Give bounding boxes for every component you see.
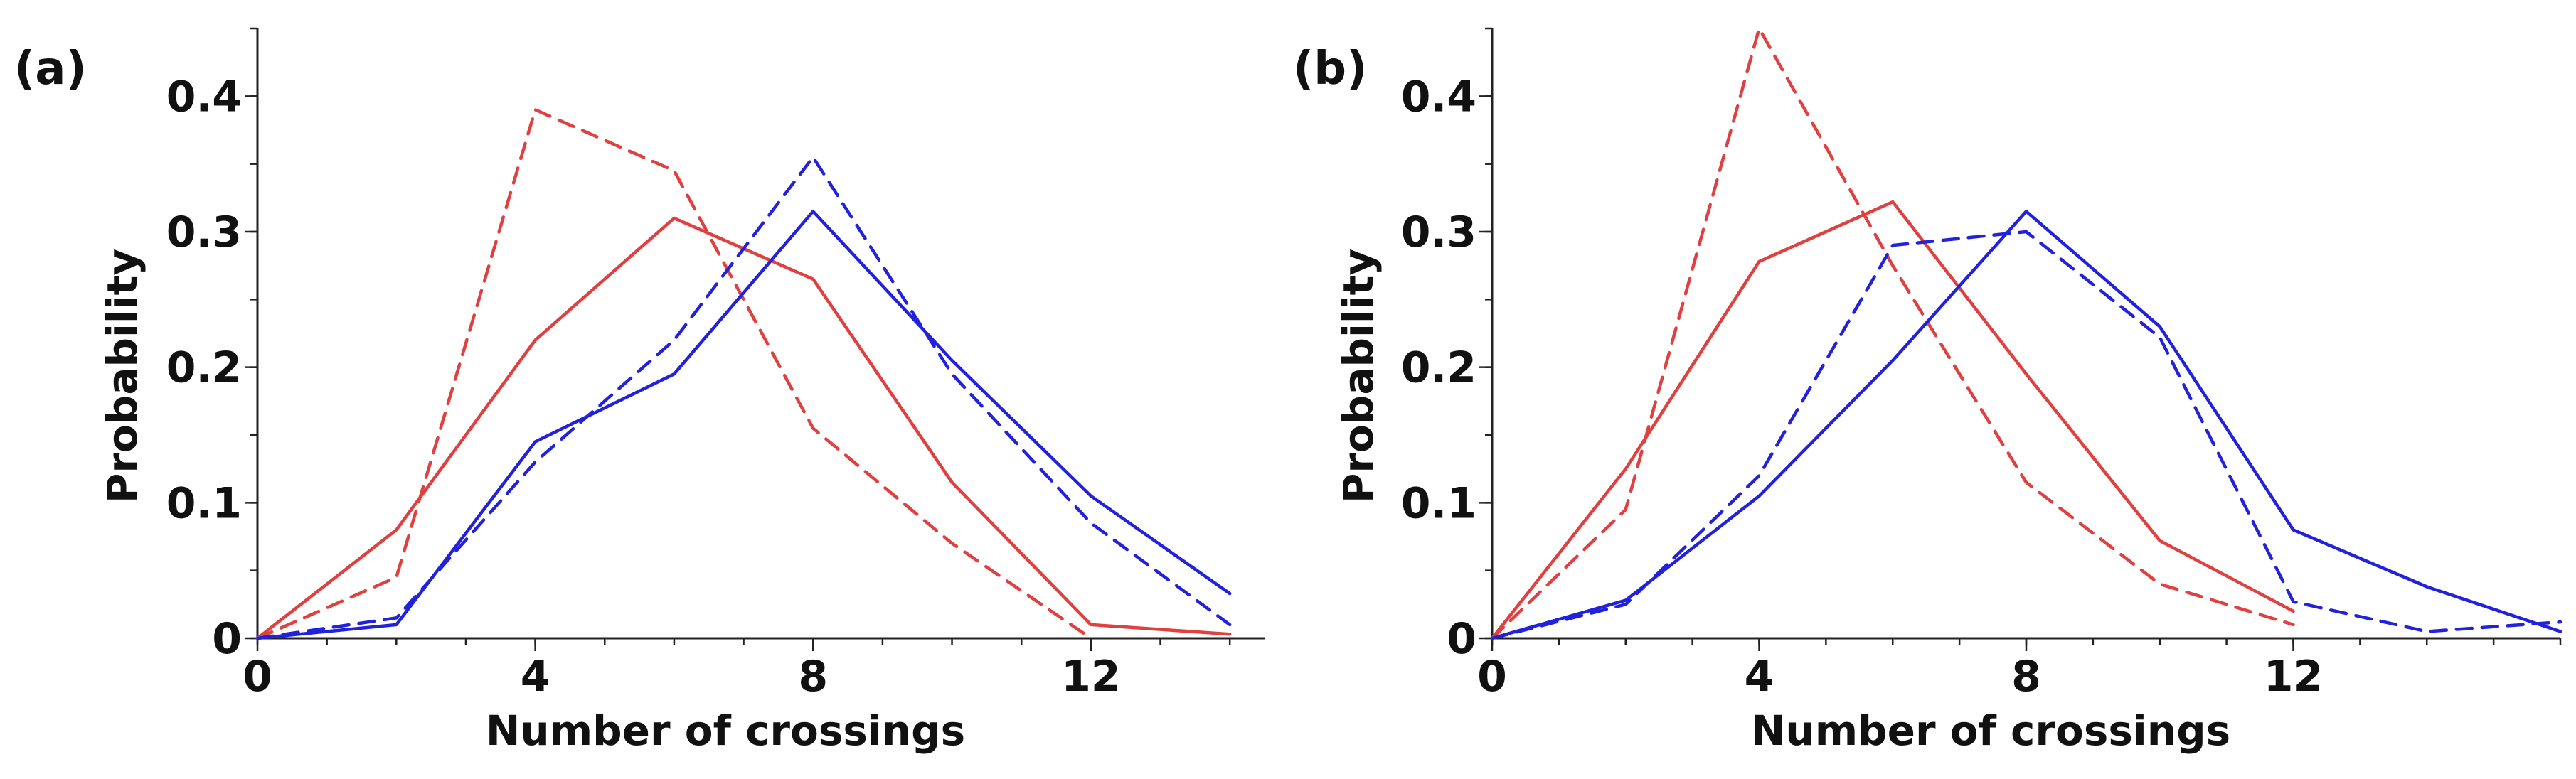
series-line-blue-solid (1490, 210, 2562, 640)
x-tick-label: 8 (798, 652, 828, 702)
y-tick-label: 0.3 (1401, 208, 1476, 257)
series-line-blue-dashed (255, 155, 1232, 640)
x-tick-label: 4 (521, 652, 550, 702)
y-tick-label: 0.1 (166, 478, 242, 528)
y-tick-label: 0.2 (1401, 343, 1476, 393)
series-line-blue-solid (255, 210, 1232, 640)
y-axis-title: Probability (1334, 249, 1383, 503)
series-line-red-dashed (255, 108, 1093, 640)
x-tick-label: 12 (2264, 652, 2324, 702)
y-tick-label: 0.4 (166, 72, 242, 122)
x-tick-label: 8 (2011, 652, 2041, 702)
panel-a: (a) 0 0.1 0.2 0.3 0.4 0 4 8 12 Number of crossings… (14, 27, 1265, 755)
x-tick-label: 12 (1061, 652, 1121, 702)
y-axis-title: Probability (98, 249, 147, 503)
series-line-red-solid (1490, 200, 2295, 640)
series-line-red-solid (255, 216, 1232, 640)
series-line-blue-dashed (1490, 230, 2562, 640)
y-tick-label: 0.1 (1401, 478, 1476, 528)
series-line-red-dashed (1490, 26, 2295, 640)
y-tick-label: 0.3 (166, 208, 242, 257)
x-axis-title: Number of crossings (1751, 707, 2230, 755)
x-tick-label: 0 (1477, 652, 1507, 702)
x-tick-label: 0 (243, 652, 272, 702)
y-tick-label: 0 (212, 614, 242, 664)
y-tick-label: 0.2 (166, 343, 242, 393)
panel-b: (b) 0 0.1 0.2 0.3 0.4 0 4 8 12 Number of crossings… (1293, 26, 2562, 755)
y-tick-label: 0.4 (1401, 72, 1476, 122)
panel-label: (b) (1293, 43, 1367, 95)
x-tick-label: 4 (1745, 652, 1774, 702)
x-axis-title: Number of crossings (486, 707, 965, 755)
panel-label: (a) (14, 43, 87, 95)
y-tick-label: 0 (1447, 614, 1476, 664)
